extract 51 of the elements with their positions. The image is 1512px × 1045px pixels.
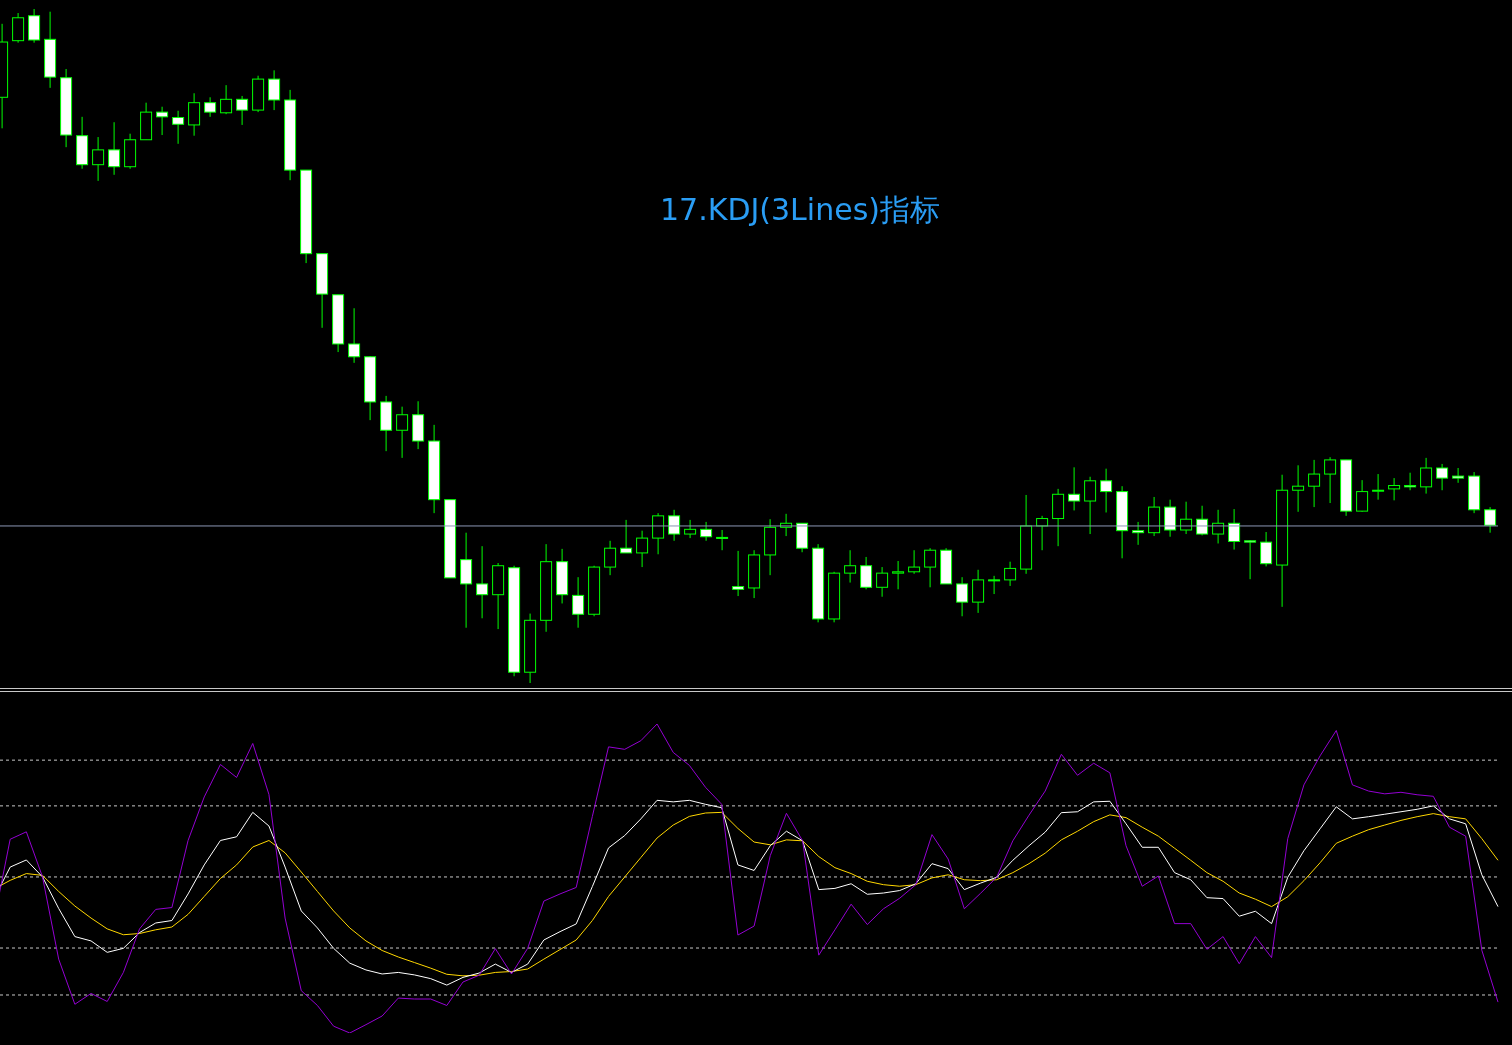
candlestick xyxy=(1084,476,1097,535)
candlestick xyxy=(636,530,649,568)
candlestick xyxy=(1452,467,1465,484)
candlestick xyxy=(572,576,585,629)
candlestick xyxy=(700,521,713,542)
candlestick xyxy=(348,307,361,364)
candlestick xyxy=(1372,473,1385,501)
candlestick xyxy=(204,96,217,118)
candlestick xyxy=(1324,456,1337,504)
text: 17.KDJ(3Lines)指标 xyxy=(659,191,941,229)
candlestick xyxy=(972,569,985,614)
candlestick xyxy=(604,540,617,576)
candlestick xyxy=(1244,539,1257,580)
candlestick xyxy=(1132,521,1145,546)
candlestick xyxy=(1004,561,1017,587)
candlestick xyxy=(1388,477,1401,501)
candlestick xyxy=(1260,531,1273,567)
candlestick xyxy=(1100,468,1113,513)
candlestick xyxy=(156,106,169,136)
candlestick xyxy=(684,519,697,539)
candlestick xyxy=(1404,472,1417,491)
candlestick xyxy=(1292,464,1305,513)
candlestick xyxy=(1308,459,1321,508)
candlestick xyxy=(108,121,121,176)
candlestick xyxy=(396,406,409,459)
candlestick xyxy=(892,560,905,590)
candlestick xyxy=(220,84,233,115)
candlestick xyxy=(876,566,889,598)
candlestick xyxy=(1356,479,1369,513)
candlestick xyxy=(988,575,1001,595)
candlestick xyxy=(1484,506,1497,534)
candlestick xyxy=(268,69,281,111)
candlestick xyxy=(12,12,25,44)
candlestick xyxy=(172,110,185,145)
candlestick xyxy=(716,529,729,551)
candlestick xyxy=(956,576,969,617)
candlestick xyxy=(732,550,745,597)
candlestick xyxy=(476,545,489,619)
candlestick xyxy=(92,136,105,182)
candlestick xyxy=(236,95,249,126)
candlestick xyxy=(1420,457,1433,495)
candlestick xyxy=(1164,499,1177,538)
candlestick xyxy=(668,509,681,542)
candlestick xyxy=(908,549,921,575)
candlestick xyxy=(620,519,633,554)
candlestick xyxy=(860,556,873,590)
candlestick xyxy=(844,549,857,584)
candlestick xyxy=(1068,466,1081,511)
candlestick xyxy=(924,547,937,588)
candlestick xyxy=(188,92,201,137)
candlestick xyxy=(1436,463,1449,491)
